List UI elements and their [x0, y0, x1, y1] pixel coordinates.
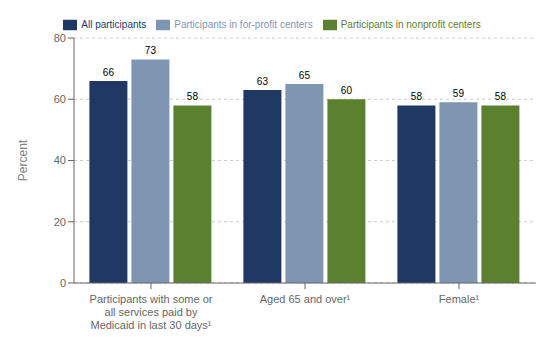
- svg-text:80: 80: [54, 32, 66, 44]
- svg-text:66: 66: [103, 67, 115, 78]
- svg-text:Aged 65 and over¹: Aged 65 and over¹: [260, 293, 351, 305]
- svg-text:59: 59: [453, 88, 465, 99]
- html-text:Participants in for-profit cen: Participants in for-profit centers: [174, 18, 313, 30]
- svg-text:Percent: Percent: [16, 139, 30, 181]
- svg-text:58: 58: [411, 91, 423, 102]
- svg-text:60: 60: [341, 85, 353, 96]
- svg-text:63: 63: [257, 76, 269, 87]
- svg-text:40: 40: [54, 154, 66, 166]
- svg-text:20: 20: [54, 216, 66, 228]
- html-text:All participants: All participants: [81, 18, 147, 30]
- svg-text:73: 73: [145, 45, 157, 56]
- html-text:Participants in nonprofit cent: Participants in nonprofit centers: [340, 18, 481, 30]
- svg-text:0: 0: [60, 277, 66, 289]
- svg-text:58: 58: [495, 91, 507, 102]
- svg-text:Female¹: Female¹: [439, 293, 480, 305]
- svg-text:60: 60: [54, 93, 66, 105]
- svg-text:Participants with some orall s: Participants with some orall services pa…: [90, 293, 213, 331]
- svg-text:65: 65: [299, 70, 311, 81]
- svg-text:58: 58: [187, 91, 199, 102]
